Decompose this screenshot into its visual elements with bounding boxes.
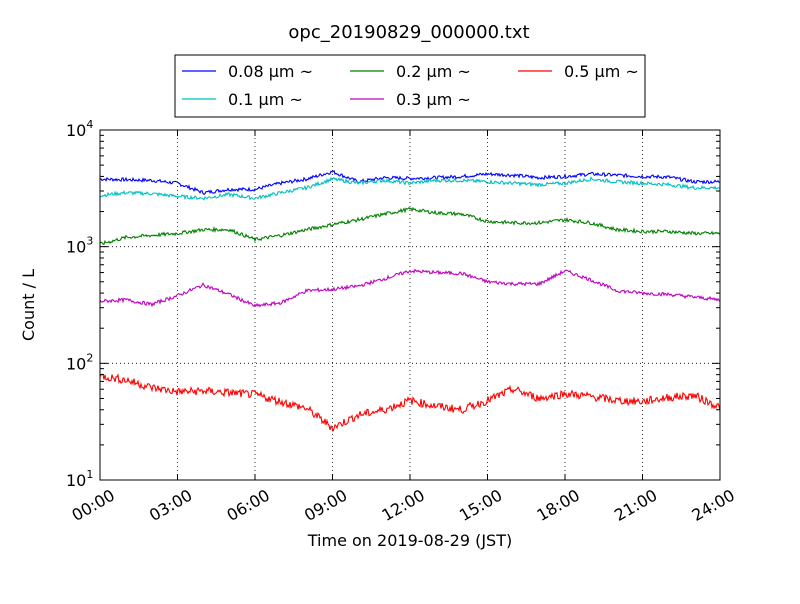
y-tick-label: 104	[66, 118, 93, 140]
x-tick-label: 03:00	[146, 485, 195, 525]
x-tick-label: 21:00	[611, 485, 660, 525]
x-tick-label: 24:00	[689, 485, 738, 525]
legend-label: 0.3 μm ~	[396, 90, 471, 109]
legend-label: 0.08 μm ~	[228, 62, 313, 81]
x-axis-label: Time on 2019-08-29 (JST)	[307, 531, 512, 550]
series-line-1	[99, 175, 721, 201]
legend-label: 0.2 μm ~	[396, 62, 471, 81]
legend-box	[174, 54, 646, 118]
x-tick-label: 18:00	[534, 485, 583, 525]
plot-background	[100, 130, 720, 480]
legend: 0.08 μm ~ 0.1 μm ~ 0.2 μm ~ 0.3 μm ~ 0.5 μm …	[174, 54, 646, 118]
series-line-2	[99, 206, 721, 246]
series-layer	[99, 169, 721, 433]
x-tick-label: 06:00	[224, 485, 273, 525]
series-line-3	[99, 268, 721, 308]
series-line-4	[99, 373, 721, 433]
x-tick-label: 00:00	[69, 485, 118, 525]
y-tick-label: 102	[66, 351, 93, 373]
x-tick-label: 15:00	[456, 485, 505, 525]
chart-title: opc_20190829_000000.txt	[288, 22, 529, 43]
y-tick-label: 103	[66, 235, 93, 257]
y-tick-label: 101	[66, 468, 93, 490]
legend-label: 0.5 μm ~	[564, 62, 639, 81]
x-tick-label: 09:00	[301, 485, 350, 525]
x-tick-label: 12:00	[379, 485, 428, 525]
legend-label: 0.1 μm ~	[228, 90, 303, 109]
y-axis-label: Count / L	[19, 269, 38, 341]
series-line-0	[99, 169, 721, 195]
